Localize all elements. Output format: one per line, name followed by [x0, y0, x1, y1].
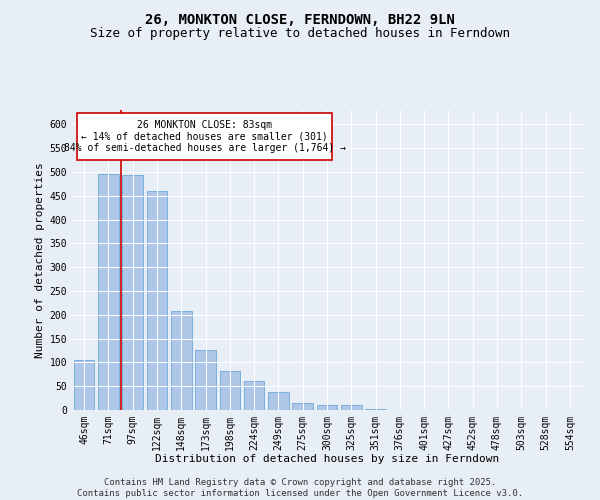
Bar [268, 392, 289, 410]
Bar [292, 404, 313, 410]
Bar [317, 405, 337, 410]
Text: Size of property relative to detached houses in Ferndown: Size of property relative to detached ho… [90, 28, 510, 40]
Text: 26 MONKTON CLOSE: 83sqm
← 14% of detached houses are smaller (301)
84% of semi-d: 26 MONKTON CLOSE: 83sqm ← 14% of detache… [64, 120, 346, 153]
Bar [244, 382, 265, 410]
FancyBboxPatch shape [77, 113, 332, 160]
Bar [365, 409, 386, 410]
Text: 26, MONKTON CLOSE, FERNDOWN, BH22 9LN: 26, MONKTON CLOSE, FERNDOWN, BH22 9LN [145, 12, 455, 26]
Bar [341, 405, 362, 410]
Bar [171, 312, 191, 410]
Bar [74, 360, 94, 410]
Bar [122, 175, 143, 410]
Bar [98, 174, 119, 410]
Y-axis label: Number of detached properties: Number of detached properties [35, 162, 46, 358]
Bar [220, 371, 240, 410]
X-axis label: Distribution of detached houses by size in Ferndown: Distribution of detached houses by size … [155, 454, 499, 464]
Bar [195, 350, 216, 410]
Bar [146, 191, 167, 410]
Text: Contains HM Land Registry data © Crown copyright and database right 2025.
Contai: Contains HM Land Registry data © Crown c… [77, 478, 523, 498]
